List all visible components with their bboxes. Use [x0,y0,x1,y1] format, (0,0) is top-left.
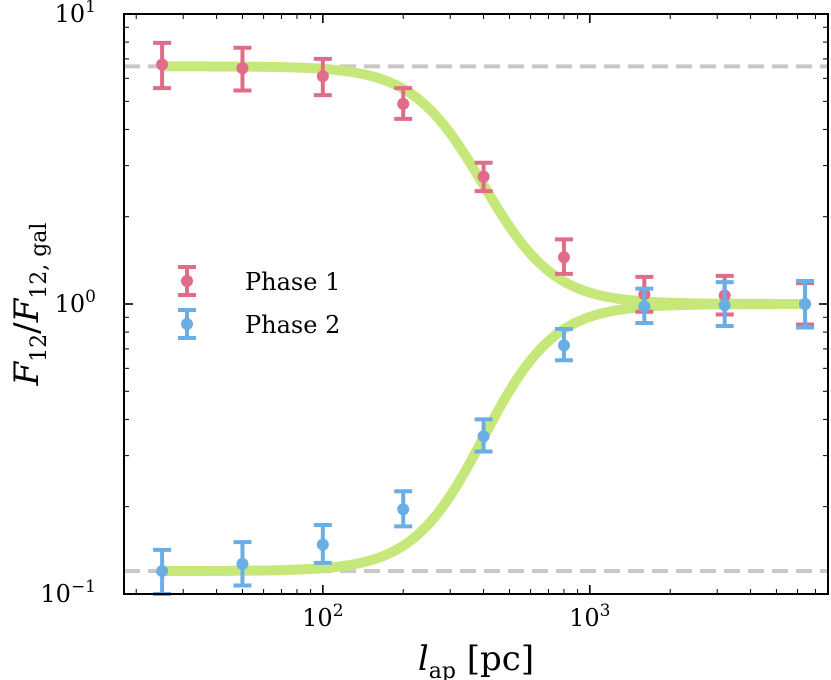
series-2-point-4 [394,489,413,529]
series-1-point-1 [153,40,172,91]
y-tick-exponent: 0 [85,287,96,307]
x-tick-exponent: 3 [600,601,611,621]
series-2-point-3 [313,522,332,565]
y-tick-base: 10 [40,580,71,608]
series-1-point-3 [313,56,332,98]
x-tick-label: 103 [569,601,610,632]
x-tick-base: 10 [569,604,600,632]
series-2-point-8 [715,280,734,328]
y-tick-label: 101 [55,0,96,28]
y-tick-label: 10−1 [40,577,96,608]
point-marker [718,299,731,312]
legend-entry-2: Phase 2 [178,308,340,340]
y-axis-label: F12/F12, gal [7,223,52,387]
legend-entry-1: Phase 1 [178,265,340,297]
series-2-point-5 [474,417,493,454]
x-tick-base: 10 [302,604,333,632]
y-tick-base: 10 [55,0,86,28]
data-points [153,40,815,596]
series-2-point-9 [796,279,815,330]
x-tick-label: 102 [302,601,343,632]
y-tick-base: 10 [55,290,86,318]
point-marker [156,565,169,578]
legend-label-2: Phase 2 [245,311,340,339]
series-2 [153,279,815,596]
series-1-point-6 [554,237,573,276]
point-marker [316,70,329,83]
series-1-point-4 [394,86,413,121]
point-marker [477,430,490,443]
y-tick-exponent: −1 [71,577,96,597]
point-marker [477,170,490,183]
y-tick-label: 100 [55,287,96,318]
point-marker [397,97,410,110]
series-1-point-5 [474,160,493,194]
series-2-point-2 [233,540,252,588]
point-marker [156,58,169,71]
series-1-point-2 [233,45,252,93]
legend: Phase 1 Phase 2 [178,265,340,340]
point-marker [397,503,410,516]
point-marker [799,298,812,310]
legend-label-1: Phase 1 [245,268,340,296]
series-2-point-6 [554,326,573,363]
legend-marker [181,318,193,330]
point-marker [236,557,249,570]
point-marker [316,538,329,551]
point-marker [236,62,249,75]
point-marker [557,251,570,264]
y-tick-exponent: 1 [85,0,96,17]
x-axis-label: lap [pc] [418,639,534,680]
reference-lines [124,64,828,574]
series-2-point-7 [635,286,654,325]
x-tick-exponent: 2 [333,601,344,621]
point-marker [638,300,651,313]
legend-marker [181,275,193,287]
point-marker [557,339,570,352]
